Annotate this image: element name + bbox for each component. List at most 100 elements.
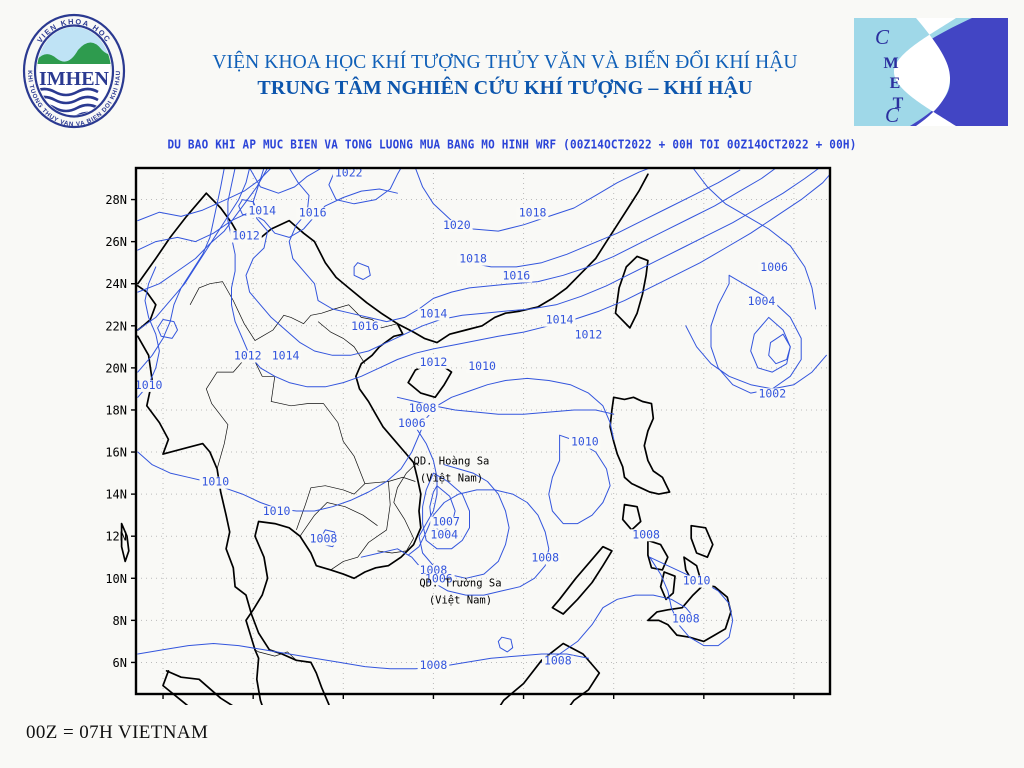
isobar-label: 1007 bbox=[432, 515, 460, 529]
label-mask bbox=[758, 262, 790, 275]
label-mask bbox=[246, 205, 278, 218]
label-mask bbox=[529, 552, 561, 565]
isobar-label: 1008 bbox=[531, 550, 559, 564]
isobar-label: 1008 bbox=[409, 401, 437, 415]
isobar-label: 1014 bbox=[248, 203, 276, 217]
isobar-label: 1018 bbox=[459, 252, 487, 266]
label-mask bbox=[417, 308, 450, 321]
y-axis-tick-label: 24N bbox=[105, 277, 127, 291]
label-mask bbox=[332, 167, 365, 180]
x-axis-tick-label: 105E bbox=[329, 703, 358, 705]
imhen-logo: IMHEN VIEN KHOA HOC KHI TUONG THUY VAN V… bbox=[14, 12, 134, 130]
x-axis-tick-label: 120E bbox=[599, 703, 628, 705]
label-mask bbox=[430, 516, 462, 529]
x-axis-tick-label: 130E bbox=[779, 703, 808, 705]
isobar-label: 1014 bbox=[546, 313, 574, 327]
isobar-label: 1014 bbox=[420, 306, 448, 320]
y-axis-tick-label: 16N bbox=[105, 446, 127, 460]
label-mask bbox=[296, 207, 329, 220]
label-mask bbox=[307, 533, 340, 546]
label-mask bbox=[260, 506, 293, 519]
isobar-label: 1010 bbox=[468, 359, 496, 373]
label-mask bbox=[542, 655, 574, 668]
isobar-label: 1016 bbox=[299, 205, 327, 219]
island-label: QD. Trường Sa bbox=[419, 578, 501, 590]
label-mask bbox=[680, 575, 713, 588]
label-mask bbox=[395, 417, 428, 430]
center-title: TRUNG TÂM NGHIÊN CỨU KHÍ TƯỢNG – KHÍ HẬU bbox=[257, 77, 753, 99]
label-mask bbox=[543, 314, 576, 327]
label-mask bbox=[423, 573, 455, 586]
isobar-label: 1010 bbox=[571, 435, 599, 449]
label-mask bbox=[231, 350, 264, 363]
cmetc-letter-t: T bbox=[893, 95, 904, 112]
isobar-label: 1016 bbox=[502, 269, 530, 283]
isobar-label: 1010 bbox=[683, 574, 711, 588]
isobar-label: 1010 bbox=[201, 475, 229, 489]
y-axis-tick-label: 6N bbox=[113, 656, 127, 670]
label-mask bbox=[199, 476, 232, 489]
y-axis-tick-label: 18N bbox=[105, 403, 127, 417]
label-mask bbox=[132, 379, 165, 392]
isobar-label: 1008 bbox=[310, 532, 338, 546]
label-mask bbox=[572, 329, 605, 342]
isobar-label: 1012 bbox=[234, 348, 262, 362]
map-coastlines bbox=[120, 173, 732, 705]
isobar-label: 1004 bbox=[748, 294, 776, 308]
isobar-label: 1006 bbox=[760, 260, 788, 274]
label-mask bbox=[630, 529, 662, 542]
y-axis-tick-label: 28N bbox=[105, 193, 127, 207]
cmetc-letter-e: E bbox=[890, 75, 901, 92]
map-gridlines bbox=[136, 168, 830, 694]
label-mask bbox=[441, 220, 473, 233]
map-axis-labels: 95E 100E 105E 110E 115E 120E 125E 130E 6N 8N 10N 12… bbox=[105, 193, 808, 705]
label-mask bbox=[428, 529, 461, 542]
isobar-label: 1018 bbox=[519, 205, 547, 219]
cmetc-letter-c1: C bbox=[875, 25, 890, 49]
isobar-label: 1012 bbox=[575, 327, 603, 341]
y-axis-tick-label: 14N bbox=[105, 488, 127, 502]
isobar-label: 1012 bbox=[232, 229, 260, 243]
imhen-acronym: IMHEN bbox=[39, 68, 110, 90]
weather-map: 1022 1020 1018 1018 1016 1016 1014 1014 1014 1014… bbox=[0, 160, 1024, 705]
label-mask bbox=[466, 360, 498, 373]
isobar-label: 1008 bbox=[544, 654, 572, 668]
isobar-label: 1008 bbox=[632, 527, 660, 541]
map-frame bbox=[131, 166, 832, 699]
cmetc-letter-m: M bbox=[883, 55, 898, 72]
isobar-label: 1008 bbox=[420, 658, 448, 672]
isobar-label: 1006 bbox=[398, 416, 426, 430]
map-title: DU BAO KHI AP MUC BIEN VA TONG LUONG MUA… bbox=[167, 137, 857, 152]
page-header: IMHEN VIEN KHOA HOC KHI TUONG THUY VAN V… bbox=[0, 0, 1024, 140]
isobar-label: 1010 bbox=[135, 378, 163, 392]
isobar-label: 1010 bbox=[263, 504, 291, 518]
isobar-label: 1006 bbox=[425, 571, 453, 585]
y-axis-tick-label: 20N bbox=[105, 361, 127, 375]
isobar-label: 1008 bbox=[672, 611, 700, 625]
label-mask bbox=[457, 253, 489, 266]
x-axis-tick-label: 115E bbox=[509, 703, 538, 705]
label-mask bbox=[516, 207, 549, 220]
y-axis-tick-label: 8N bbox=[113, 614, 127, 628]
label-mask bbox=[230, 230, 262, 243]
isobar-label: 1016 bbox=[351, 319, 379, 333]
label-mask bbox=[417, 659, 450, 672]
header-title-block: VIỆN KHOA HỌC KHÍ TƯỢNG THỦY VĂN VÀ BIẾN… bbox=[160, 50, 850, 101]
x-axis-tick-label: 100E bbox=[239, 703, 268, 705]
isobar-label: 1002 bbox=[758, 386, 786, 400]
island-label: QD. Hoàng Sa bbox=[414, 456, 490, 468]
x-axis-tick-label: 95E bbox=[152, 703, 174, 705]
y-axis-tick-label: 22N bbox=[105, 319, 127, 333]
cmetc-logo: C M E T C bbox=[854, 18, 1008, 127]
label-mask bbox=[745, 295, 778, 308]
isobar-label: 1012 bbox=[420, 355, 448, 369]
isobar-label: 1004 bbox=[430, 527, 458, 541]
map-annotations: QD. Hoàng Sa (Việt Nam) QD. Trường Sa (Việt… bbox=[414, 456, 502, 607]
x-axis-tick-label: 125E bbox=[689, 703, 718, 705]
label-mask bbox=[569, 436, 601, 449]
y-axis-tick-label: 12N bbox=[105, 530, 127, 544]
island-label: (Việt Nam) bbox=[420, 472, 483, 484]
label-mask bbox=[349, 321, 381, 334]
